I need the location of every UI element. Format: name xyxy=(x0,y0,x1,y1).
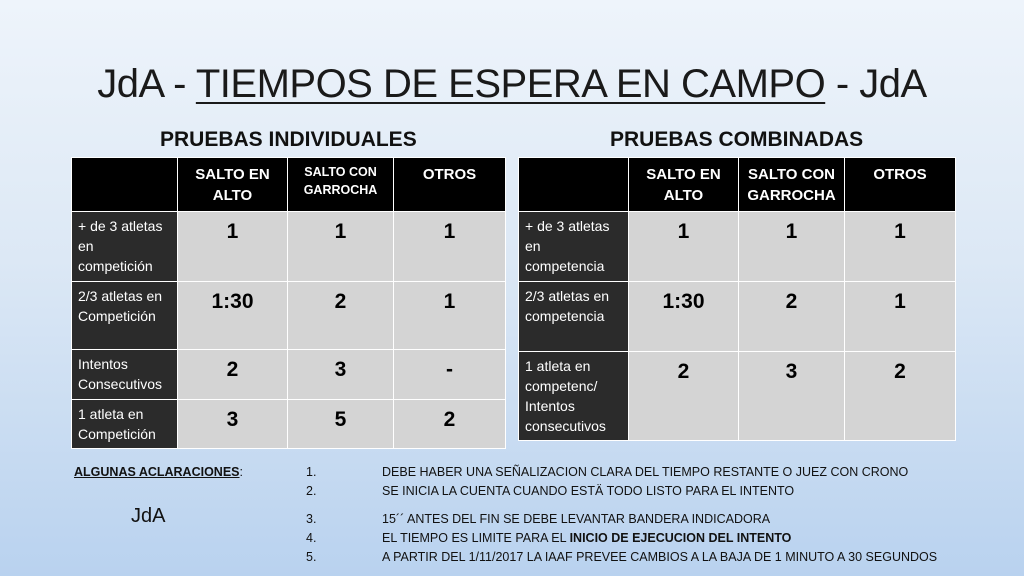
note-number: 4. xyxy=(306,531,317,545)
table-cell: 1 xyxy=(287,211,394,282)
table-cell: 1:30 xyxy=(177,281,288,350)
individual-heading: PRUEBAS INDIVIDUALES xyxy=(160,128,417,151)
table-row: 1 atleta en Competición 3 5 2 xyxy=(71,399,506,449)
table-cell: 2 xyxy=(393,399,506,449)
column-header: SALTO CON GARROCHA xyxy=(287,157,394,212)
note-text: SE INICIA LA CUENTA CUANDO ESTÄ TODO LIS… xyxy=(382,484,795,498)
header-corner xyxy=(71,157,178,212)
title-left: JdA - xyxy=(97,62,196,106)
table-cell: 1 xyxy=(393,211,506,282)
table-cell: 2 xyxy=(738,281,845,352)
column-header: SALTO EN ALTO xyxy=(628,157,739,212)
table-cell: 3 xyxy=(738,351,845,441)
note-number: 5. xyxy=(306,550,317,564)
row-label: 1 atleta en Competición xyxy=(71,399,178,449)
note-text: DEBE HABER UNA SEÑALIZACION CLARA DEL TI… xyxy=(382,465,909,479)
column-header: SALTO CON GARROCHA xyxy=(738,157,845,212)
row-label: 2/3 atletas en competencia xyxy=(518,281,629,352)
note-number: 3. xyxy=(306,512,317,526)
note-text: 15´´ ANTES DEL FIN SE DEBE LEVANTAR BAND… xyxy=(382,512,771,526)
column-header: OTROS xyxy=(393,157,506,212)
row-label: 2/3 atletas en Competición xyxy=(71,281,178,350)
combined-table: SALTO EN ALTO SALTO CON GARROCHA OTROS +… xyxy=(518,157,956,441)
table-row: 2/3 atletas en competencia 1:30 2 1 xyxy=(518,281,956,352)
table-cell: 2 xyxy=(287,281,394,350)
table-cell: 3 xyxy=(177,399,288,449)
header-corner xyxy=(518,157,629,212)
table-row: 2/3 atletas en Competición 1:30 2 1 xyxy=(71,281,506,350)
table-row: 1 atleta en competenc/ Intentos consecut… xyxy=(518,351,956,441)
table-cell: 3 xyxy=(287,349,394,400)
note-text-regular: EL TIEMPO ES LIMITE PARA EL xyxy=(382,531,570,545)
table-cell: 2 xyxy=(844,351,956,441)
table-cell: 1 xyxy=(628,211,739,282)
table-cell: 1 xyxy=(844,281,956,352)
note-text-bold: INICIO DE EJECUCION DEL INTENTO xyxy=(569,531,792,545)
notes-heading-text: ALGUNAS ACLARACIONES xyxy=(74,465,240,479)
row-label: + de 3 atletas en competencia xyxy=(518,211,629,282)
table-cell: - xyxy=(393,349,506,400)
page-title: JdA - TIEMPOS DE ESPERA EN CAMPO - JdA xyxy=(0,62,1024,107)
table-header-row: SALTO EN ALTO SALTO CON GARROCHA OTROS xyxy=(518,157,956,212)
row-label: Intentos Consecutivos xyxy=(71,349,178,400)
table-cell: 1:30 xyxy=(628,281,739,352)
note-number: 1. xyxy=(306,465,317,479)
row-label: 1 atleta en competenc/ Intentos consecut… xyxy=(518,351,629,441)
note-number: 2. xyxy=(306,484,317,498)
row-label: + de 3 atletas en competición xyxy=(71,211,178,282)
table-row: + de 3 atletas en competición 1 1 1 xyxy=(71,211,506,282)
table-cell: 1 xyxy=(844,211,956,282)
footer-label: JdA xyxy=(131,505,166,527)
table-header-row: SALTO EN ALTO SALTO CON GARROCHA OTROS xyxy=(71,157,506,212)
table-cell: 2 xyxy=(177,349,288,400)
note-text: EL TIEMPO ES LIMITE PARA EL INICIO DE EJ… xyxy=(382,531,791,545)
notes-heading: ALGUNAS ACLARACIONES: xyxy=(74,465,243,479)
table-cell: 1 xyxy=(738,211,845,282)
column-header: SALTO EN ALTO xyxy=(177,157,288,212)
table-cell: 1 xyxy=(177,211,288,282)
note-text: A PARTIR DEL 1/11/2017 LA IAAF PREVEE CA… xyxy=(382,550,938,564)
table-cell: 2 xyxy=(628,351,739,441)
table-row: + de 3 atletas en competencia 1 1 1 xyxy=(518,211,956,282)
notes-heading-suffix: : xyxy=(239,465,243,479)
table-cell: 5 xyxy=(287,399,394,449)
title-right: - JdA xyxy=(825,62,927,106)
combined-heading: PRUEBAS COMBINADAS xyxy=(610,128,864,151)
table-cell: 1 xyxy=(393,281,506,350)
individual-table: SALTO EN ALTO SALTO CON GARROCHA OTROS +… xyxy=(71,157,506,449)
table-row: Intentos Consecutivos 2 3 - xyxy=(71,349,506,400)
column-header: OTROS xyxy=(844,157,956,212)
title-main: TIEMPOS DE ESPERA EN CAMPO xyxy=(195,62,826,106)
